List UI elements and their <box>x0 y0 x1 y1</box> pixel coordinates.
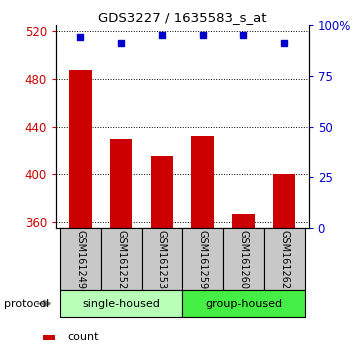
Point <box>200 32 205 38</box>
Point <box>118 40 124 46</box>
Text: GSM161253: GSM161253 <box>157 230 167 289</box>
Text: GSM161249: GSM161249 <box>75 230 86 289</box>
Title: GDS3227 / 1635583_s_at: GDS3227 / 1635583_s_at <box>98 11 266 24</box>
Bar <box>182 228 223 290</box>
Text: GSM161260: GSM161260 <box>239 230 248 289</box>
Text: protocol: protocol <box>4 298 49 309</box>
Bar <box>60 290 182 317</box>
Text: single-housed: single-housed <box>82 298 160 309</box>
Text: GSM161262: GSM161262 <box>279 230 289 289</box>
Bar <box>232 214 255 228</box>
Text: GSM161259: GSM161259 <box>198 230 208 289</box>
Bar <box>60 228 101 290</box>
Bar <box>43 335 55 340</box>
Point <box>240 32 246 38</box>
Point <box>78 34 83 40</box>
Bar <box>264 228 305 290</box>
Bar <box>273 175 295 228</box>
Text: GSM161252: GSM161252 <box>116 230 126 289</box>
Bar <box>151 156 173 228</box>
Text: count: count <box>68 332 99 342</box>
Bar <box>69 70 92 228</box>
Bar <box>182 290 305 317</box>
Bar <box>191 136 214 228</box>
Point <box>159 32 165 38</box>
Bar <box>142 228 182 290</box>
Bar <box>101 228 142 290</box>
Bar <box>223 228 264 290</box>
Text: group-housed: group-housed <box>205 298 282 309</box>
Point <box>281 40 287 46</box>
Bar <box>110 138 132 228</box>
